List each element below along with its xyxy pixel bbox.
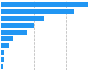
Bar [1,50,4,55]
Bar [1,2,88,7]
Bar [1,23,34,28]
Bar [1,9,74,14]
Bar [1,64,3,69]
Bar [1,16,44,21]
Bar [1,36,13,41]
Bar [1,43,9,48]
Bar [1,30,28,35]
Bar [1,57,4,62]
